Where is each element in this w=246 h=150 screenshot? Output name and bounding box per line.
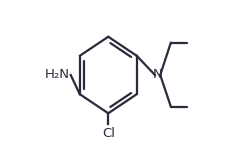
- Text: N: N: [153, 69, 162, 81]
- Text: Cl: Cl: [102, 127, 115, 140]
- Text: H₂N: H₂N: [45, 69, 70, 81]
